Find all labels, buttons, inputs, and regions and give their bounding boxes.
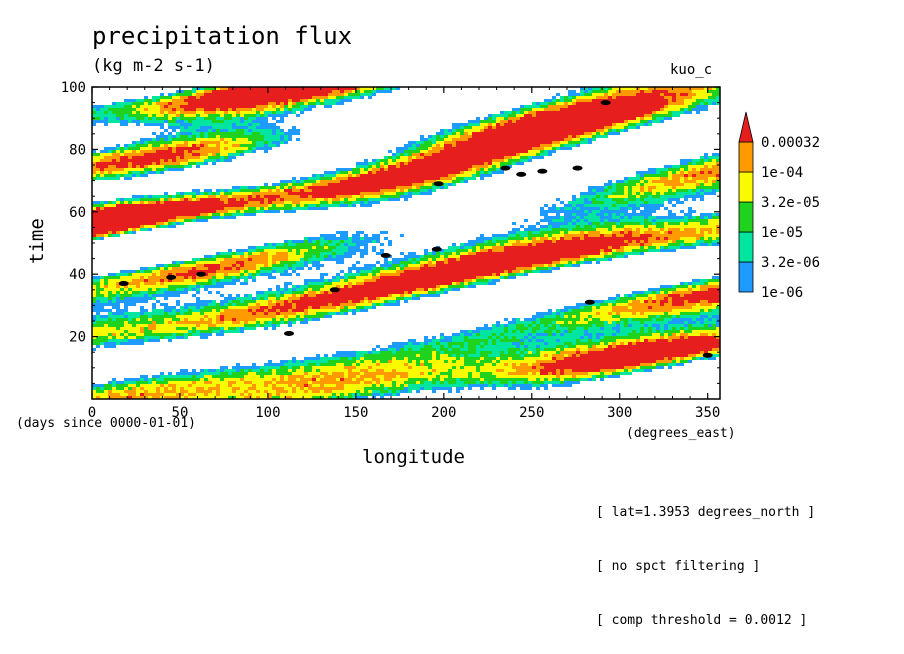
y-axis-label: time: [26, 218, 48, 264]
high-value-marker: [702, 352, 713, 358]
colorbar-label: 3.2e-05: [761, 195, 820, 211]
y-tick-label: 40: [69, 267, 86, 283]
y-tick-label: 100: [61, 80, 86, 96]
x-axis-ticks: 0 50 100 150 200 250 300 350: [88, 87, 720, 421]
high-value-marker: [329, 287, 340, 293]
high-value-marker: [166, 274, 177, 280]
high-value-marker: [284, 330, 295, 336]
colorbar-label: 1e-04: [761, 165, 803, 181]
colorbar-label: 1e-06: [761, 285, 803, 301]
chart-title: precipitation flux: [92, 22, 353, 50]
x-tick-label: 200: [431, 405, 456, 421]
high-value-marker: [600, 100, 611, 106]
units-subtitle: (kg m-2 s-1): [92, 56, 215, 76]
colorbar-swatch: [738, 231, 754, 263]
high-value-marker: [196, 271, 207, 277]
note-latitude: [ lat=1.3953 degrees_north ]: [596, 505, 816, 520]
x-tick-label: 50: [172, 405, 189, 421]
colorbar: 1e-06 3.2e-06 1e-05 3.2e-05 1e-04 0.00032: [738, 111, 820, 301]
x-tick-label: 100: [255, 405, 280, 421]
colorbar-label: 1e-05: [761, 225, 803, 241]
high-value-marker: [516, 171, 527, 177]
high-value-marker: [584, 299, 595, 305]
x-tick-label: 0: [88, 405, 96, 421]
high-value-marker: [433, 181, 444, 187]
y-axis-units: (days since 0000-01-01): [16, 416, 197, 431]
colorbar-swatch: [738, 261, 754, 293]
x-tick-label: 350: [695, 405, 720, 421]
x-tick-label: 250: [519, 405, 544, 421]
colorbar-swatch: [738, 171, 754, 203]
colorbar-swatch: [738, 201, 754, 233]
x-tick-label: 150: [343, 405, 368, 421]
high-value-marker: [431, 246, 442, 252]
plot-notes: [ lat=1.3953 degrees_north ] [ no spct f…: [596, 468, 815, 648]
y-tick-label: 80: [69, 142, 86, 158]
colorbar-label: 3.2e-06: [761, 255, 820, 271]
high-value-marker: [380, 252, 391, 258]
high-value-marker: [118, 281, 129, 287]
x-tick-label: 300: [607, 405, 632, 421]
run-label: kuo_c: [670, 62, 713, 78]
y-tick-label: 60: [69, 205, 86, 221]
high-value-marker: [500, 165, 511, 171]
note-filtering: [ no spct filtering ]: [596, 559, 761, 574]
colorbar-label: 0.00032: [761, 135, 820, 151]
high-value-markers: [118, 100, 713, 358]
heatmap-field: [92, 87, 720, 399]
note-threshold: [ comp threshold = 0.0012 ]: [596, 613, 808, 628]
y-tick-label: 20: [69, 330, 86, 346]
colorbar-arrow: [738, 111, 754, 143]
x-axis-units: (degrees_east): [626, 426, 736, 441]
high-value-marker: [572, 165, 583, 171]
colorbar-swatch: [738, 141, 754, 173]
y-axis-ticks: 20 40 60 80 100: [61, 80, 720, 384]
x-axis-label: longitude: [362, 446, 465, 468]
high-value-marker: [537, 168, 548, 174]
